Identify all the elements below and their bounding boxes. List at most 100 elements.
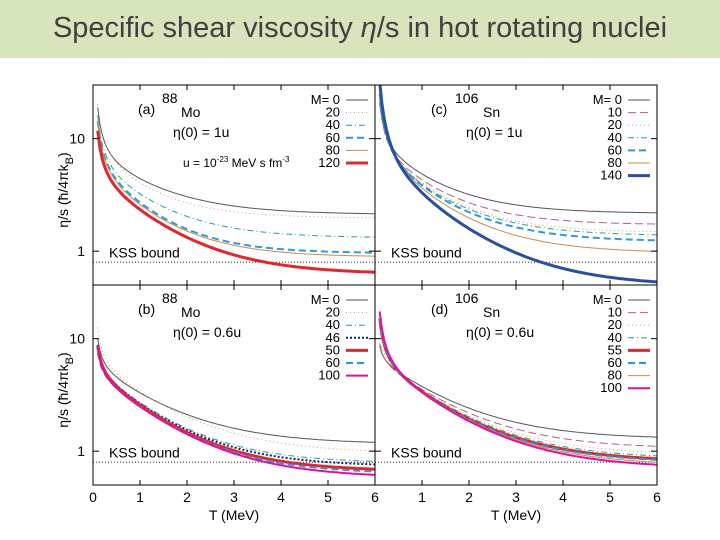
y-axis-label-sub-b: B [64, 357, 76, 364]
xtick-label-b-0: 0 [89, 489, 97, 505]
legend-label-a-M20: 20 [326, 105, 340, 120]
series-a-M120 [96, 130, 375, 274]
element-a: Mo [181, 104, 201, 120]
eta-label-d: η(0) = 0.6u [466, 324, 534, 340]
element-c: Sn [483, 104, 500, 120]
title-bar [0, 0, 720, 58]
series-c-M40 [379, 98, 657, 236]
y-axis-label-a: η/s (ħ/4πkB) [55, 152, 76, 227]
units-annotation-base: u = 10 [183, 156, 217, 170]
legend-label-c-M40: 40 [608, 130, 622, 145]
series-a-M80 [97, 121, 375, 257]
legend-label-a-M0: M= 0 [311, 92, 340, 107]
series-b-M0 [97, 338, 375, 443]
mass-number-d: 106 [455, 290, 479, 306]
panel-tag-a: (a) [138, 101, 155, 117]
series-c-M80 [379, 89, 657, 252]
legend-label-b-M100: 100 [318, 368, 340, 383]
units-annotation-mid: MeV s fm [228, 156, 282, 170]
units-annotation-exp2: -3 [282, 155, 290, 164]
y-axis-label-sub-a: B [64, 157, 76, 164]
y-axis-label-b: η/s (ħ/4πkB) [55, 352, 76, 427]
series-c-M0 [379, 103, 657, 214]
eta-label-b: η(0) = 0.6u [173, 324, 241, 340]
legend-label-b-M46: 46 [326, 330, 340, 345]
units-annotation-exp1: -23 [217, 155, 229, 164]
xtick-label-b-3: 3 [230, 489, 238, 505]
xtick-label-d-2: 2 [465, 489, 473, 505]
xtick-label-b-5: 5 [324, 489, 332, 505]
xtick-label-d-4: 4 [559, 489, 567, 505]
xtick-label-b-4: 4 [277, 489, 285, 505]
series-c-M60 [378, 93, 657, 242]
legend-label-d-M20: 20 [608, 317, 622, 332]
eta-label-a: η(0) = 1u [173, 124, 229, 140]
x-axis-label-b: T (MeV) [209, 507, 259, 523]
legend-label-d-M40: 40 [608, 330, 622, 345]
legend-label-c-M140: 140 [600, 168, 622, 183]
y-axis-label-main-b: η/s (ħ/4πk [55, 363, 71, 427]
legend-label-c-M10: 10 [608, 105, 622, 120]
ytick-label-b-10: 10 [69, 331, 85, 347]
curves-b [96, 327, 375, 476]
curves-c [378, 85, 657, 284]
curves-d [378, 311, 657, 466]
series-d-M100 [378, 311, 657, 466]
units-annotation: u = 10-23 MeV s fm-3 [183, 155, 290, 170]
series-a-M40 [97, 114, 375, 238]
series-b-M20 [97, 327, 375, 452]
panel-tag-c: (c) [431, 101, 447, 117]
element-d: Sn [483, 304, 500, 320]
legend-label-c-M0: M= 0 [593, 92, 622, 107]
y-axis-label-close-b: ) [55, 352, 71, 357]
legend-label-b-M60: 60 [326, 355, 340, 370]
legend-label-c-M80: 80 [608, 155, 622, 170]
series-c-M140 [378, 85, 657, 284]
legend-label-c-M60: 60 [608, 142, 622, 157]
legend-label-b-M40: 40 [326, 317, 340, 332]
series-b-M50 [96, 345, 375, 471]
element-b: Mo [181, 304, 201, 320]
series-d-M40 [379, 324, 657, 457]
ytick-label-b-1: 1 [77, 443, 85, 459]
series-b-M46 [96, 344, 375, 466]
ytick-label-a-1: 1 [77, 243, 85, 259]
series-d-M0 [379, 346, 657, 438]
series-a-M0 [97, 107, 375, 215]
kss-label-b: KSS bound [109, 444, 180, 460]
x-axis-label-d: T (MeV) [491, 507, 541, 523]
xtick-label-b-1: 1 [136, 489, 144, 505]
kss-label-c: KSS bound [391, 244, 462, 260]
legend-label-a-M40: 40 [326, 117, 340, 132]
xtick-label-d-6: 6 [653, 489, 661, 505]
xtick-label-d-1: 1 [418, 489, 426, 505]
panel-tag-b: (b) [138, 301, 155, 317]
mass-number-a: 88 [162, 90, 178, 106]
legend-label-d-M80: 80 [608, 368, 622, 383]
legend-label-d-M0: M= 0 [593, 292, 622, 307]
legend-label-b-M50: 50 [326, 342, 340, 357]
xtick-label-b-2: 2 [183, 489, 191, 505]
title-eta: η [360, 12, 377, 44]
series-b-M100 [96, 347, 375, 476]
series-c-M20 [379, 101, 657, 233]
legend-label-b-M0: M= 0 [311, 292, 340, 307]
xtick-label-d-5: 5 [606, 489, 614, 505]
mass-number-c: 106 [455, 90, 479, 106]
slide-title: Specific shear viscosity η/s in hot rota… [0, 12, 720, 45]
series-a-M60 [96, 120, 375, 254]
series-b-M40 [97, 344, 375, 462]
y-axis-label-close-a: ) [55, 152, 71, 157]
ytick-label-a-10: 10 [69, 131, 85, 147]
xtick-label-d-3: 3 [512, 489, 520, 505]
legend-label-d-M55: 55 [608, 342, 622, 357]
legend-label-a-M60: 60 [326, 130, 340, 145]
legend-label-a-M120: 120 [318, 155, 340, 170]
series-d-M10 [379, 343, 657, 447]
legend-label-c-M20: 20 [608, 117, 622, 132]
